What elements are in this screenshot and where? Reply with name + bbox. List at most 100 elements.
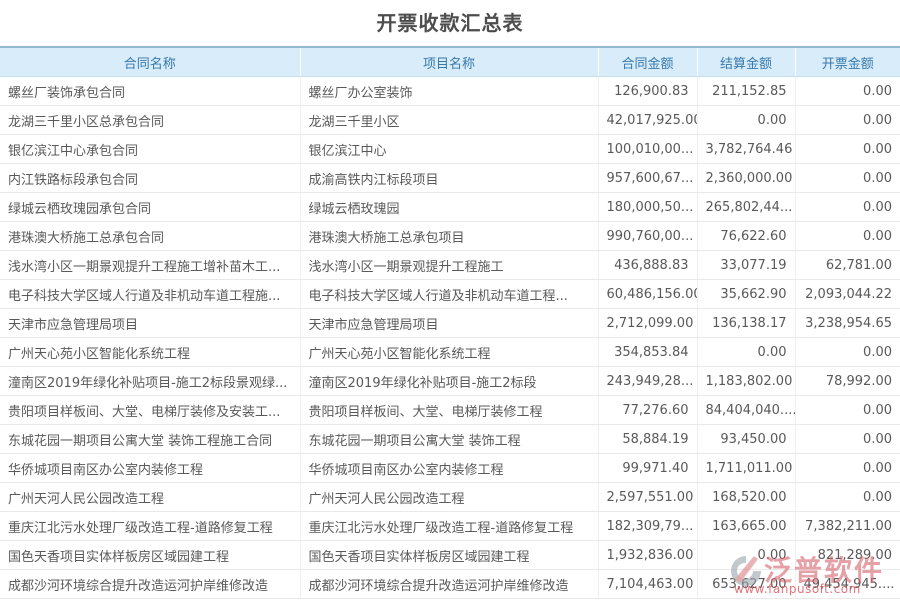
project-name-cell: 银亿滨江中心 <box>300 134 599 164</box>
settle-amount-cell: 0.00 <box>697 105 796 135</box>
settle-amount-cell: 93,450.00 <box>697 424 796 454</box>
contract-name-cell: 龙湖三千里小区总承包合同 <box>0 105 301 135</box>
table-row[interactable]: 广州天河人民公园改造工程 广州天河人民公园改造工程 2,597,551.00 1… <box>0 482 900 512</box>
table-row[interactable]: 银亿滨江中心承包合同 银亿滨江中心 100,010,00... 3,782,76… <box>0 134 900 164</box>
contract-amount-cell: 99,971.40 <box>598 453 698 483</box>
contract-name-cell: 国色天香项目实体样板房区域园建工程 <box>0 540 301 570</box>
settle-amount-cell: 2,360,000.00 <box>697 163 796 193</box>
project-name-cell: 东城花园一期项目公寓大堂 装饰工程 <box>300 424 599 454</box>
table-row[interactable]: 内江铁路标段承包合同 成渝高铁内江标段项目 957,600,67... 2,36… <box>0 163 900 193</box>
invoice-amount-cell: 62,781.00 <box>795 250 900 280</box>
table-row[interactable]: 广州天心苑小区智能化系统工程 广州天心苑小区智能化系统工程 354,853.84… <box>0 337 900 367</box>
contract-name-cell: 贵阳项目样板间、大堂、电梯厅装修及安装工... <box>0 395 301 425</box>
table-header: 合同名称 项目名称 合同金额 结算金额 开票金额 <box>0 46 900 77</box>
settle-amount-cell: 163,665.00 <box>697 511 796 541</box>
settle-amount-cell: 136,138.17 <box>697 308 796 338</box>
contract-amount-cell: 100,010,00... <box>598 134 698 164</box>
table-row[interactable]: 东城花园一期项目公寓大堂 装饰工程施工合同 东城花园一期项目公寓大堂 装饰工程 … <box>0 424 900 454</box>
contract-amount-cell: 126,900.83 <box>598 76 698 106</box>
invoice-amount-cell: 0.00 <box>795 163 900 193</box>
table-row[interactable]: 龙湖三千里小区总承包合同 龙湖三千里小区 42,017,925.00 0.00 … <box>0 105 900 135</box>
table-row[interactable]: 电子科技大学区域人行道及非机动车道工程施... 电子科技大学区域人行道及非机动车… <box>0 279 900 309</box>
contract-amount-cell: 60,486,156.00 <box>598 279 698 309</box>
project-name-cell: 港珠澳大桥施工总承包项目 <box>300 221 599 251</box>
project-name-cell: 成渝高铁内江标段项目 <box>300 163 599 193</box>
invoice-amount-cell: 0.00 <box>795 134 900 164</box>
invoice-amount-cell: 0.00 <box>795 482 900 512</box>
project-name-cell: 绿城云栖玫瑰园 <box>300 192 599 222</box>
contract-name-cell: 电子科技大学区域人行道及非机动车道工程施... <box>0 279 301 309</box>
contract-name-cell: 银亿滨江中心承包合同 <box>0 134 301 164</box>
settle-amount-cell: 211,152.85 <box>697 76 796 106</box>
project-name-cell: 浅水湾小区一期景观提升工程施工 <box>300 250 599 280</box>
contract-amount-cell: 436,888.83 <box>598 250 698 280</box>
contract-amount-cell: 180,000,50... <box>598 192 698 222</box>
contract-name-cell: 螺丝厂装饰承包合同 <box>0 76 301 106</box>
settle-amount-cell: 76,622.60 <box>697 221 796 251</box>
contract-name-cell: 重庆江北污水处理厂级改造工程-道路修复工程 <box>0 511 301 541</box>
project-name-cell: 龙湖三千里小区 <box>300 105 599 135</box>
settle-amount-cell: 1,183,802.00 <box>697 366 796 396</box>
contract-amount-cell: 957,600,67... <box>598 163 698 193</box>
contract-amount-cell: 7,104,463.00 <box>598 569 698 599</box>
table-row[interactable]: 潼南区2019年绿化补贴项目-施工2标段景观绿... 潼南区2019年绿化补贴项… <box>0 366 900 396</box>
invoice-amount-cell: 0.00 <box>795 76 900 106</box>
project-name-cell: 电子科技大学区域人行道及非机动车道工程... <box>300 279 599 309</box>
settle-amount-cell: 265,802,44... <box>697 192 796 222</box>
column-header-contract-amount: 合同金额 <box>598 46 698 77</box>
settle-amount-cell: 0.00 <box>697 540 796 570</box>
column-header-invoice-amount: 开票金额 <box>795 46 900 77</box>
settle-amount-cell: 33,077.19 <box>697 250 796 280</box>
contract-amount-cell: 990,760,00... <box>598 221 698 251</box>
contract-name-cell: 潼南区2019年绿化补贴项目-施工2标段景观绿... <box>0 366 301 396</box>
table-row[interactable]: 华侨城项目南区办公室内装修工程 华侨城项目南区办公室内装修工程 99,971.4… <box>0 453 900 483</box>
project-name-cell: 贵阳项目样板间、大堂、电梯厅装修工程 <box>300 395 599 425</box>
invoice-amount-cell: 821,289.00 <box>795 540 900 570</box>
settle-amount-cell: 35,662.90 <box>697 279 796 309</box>
column-header-contract-name: 合同名称 <box>0 46 301 77</box>
project-name-cell: 成都沙河环境综合提升改造运河护岸维修改造 <box>300 569 599 599</box>
contract-name-cell: 广州天河人民公园改造工程 <box>0 482 301 512</box>
project-name-cell: 天津市应急管理局项目 <box>300 308 599 338</box>
contract-amount-cell: 2,712,099.00 <box>598 308 698 338</box>
invoice-amount-cell: 0.00 <box>795 105 900 135</box>
contract-name-cell: 天津市应急管理局项目 <box>0 308 301 338</box>
table-row[interactable]: 螺丝厂装饰承包合同 螺丝厂办公室装饰 126,900.83 211,152.85… <box>0 76 900 106</box>
settle-amount-cell: 84,404,040.... <box>697 395 796 425</box>
table-row[interactable]: 贵阳项目样板间、大堂、电梯厅装修及安装工... 贵阳项目样板间、大堂、电梯厅装修… <box>0 395 900 425</box>
contract-amount-cell: 243,949,28... <box>598 366 698 396</box>
invoice-summary-table: 合同名称 项目名称 合同金额 结算金额 开票金额 螺丝厂装饰承包合同 螺丝厂办公… <box>0 46 900 599</box>
table-row[interactable]: 绿城云栖玫瑰园承包合同 绿城云栖玫瑰园 180,000,50... 265,80… <box>0 192 900 222</box>
invoice-amount-cell: 0.00 <box>795 221 900 251</box>
contract-name-cell: 东城花园一期项目公寓大堂 装饰工程施工合同 <box>0 424 301 454</box>
contract-amount-cell: 42,017,925.00 <box>598 105 698 135</box>
project-name-cell: 国色天香项目实体样板房区域园建工程 <box>300 540 599 570</box>
table-row[interactable]: 重庆江北污水处理厂级改造工程-道路修复工程 重庆江北污水处理厂级改造工程-道路修… <box>0 511 900 541</box>
page-title: 开票收款汇总表 <box>376 11 524 35</box>
table-row[interactable]: 天津市应急管理局项目 天津市应急管理局项目 2,712,099.00 136,1… <box>0 308 900 338</box>
contract-amount-cell: 2,597,551.00 <box>598 482 698 512</box>
settle-amount-cell: 3,782,764.46 <box>697 134 796 164</box>
column-header-settle-amount: 结算金额 <box>697 46 796 77</box>
table-row[interactable]: 国色天香项目实体样板房区域园建工程 国色天香项目实体样板房区域园建工程 1,93… <box>0 540 900 570</box>
table-body: 螺丝厂装饰承包合同 螺丝厂办公室装饰 126,900.83 211,152.85… <box>0 76 900 599</box>
contract-amount-cell: 354,853.84 <box>598 337 698 367</box>
invoice-amount-cell: 0.00 <box>795 424 900 454</box>
contract-name-cell: 华侨城项目南区办公室内装修工程 <box>0 453 301 483</box>
contract-amount-cell: 77,276.60 <box>598 395 698 425</box>
column-header-project-name: 项目名称 <box>300 46 599 77</box>
table-row[interactable]: 成都沙河环境综合提升改造运河护岸维修改造 成都沙河环境综合提升改造运河护岸维修改… <box>0 569 900 599</box>
project-name-cell: 螺丝厂办公室装饰 <box>300 76 599 106</box>
invoice-amount-cell: 7,382,211.00 <box>795 511 900 541</box>
contract-amount-cell: 182,309,79... <box>598 511 698 541</box>
project-name-cell: 潼南区2019年绿化补贴项目-施工2标段 <box>300 366 599 396</box>
table-row[interactable]: 港珠澳大桥施工总承包合同 港珠澳大桥施工总承包项目 990,760,00... … <box>0 221 900 251</box>
contract-name-cell: 成都沙河环境综合提升改造运河护岸维修改造 <box>0 569 301 599</box>
contract-name-cell: 内江铁路标段承包合同 <box>0 163 301 193</box>
table-row[interactable]: 浅水湾小区一期景观提升工程施工增补苗木工... 浅水湾小区一期景观提升工程施工 … <box>0 250 900 280</box>
contract-name-cell: 广州天心苑小区智能化系统工程 <box>0 337 301 367</box>
invoice-amount-cell: 3,238,954.65 <box>795 308 900 338</box>
invoice-amount-cell: 2,093,044.22 <box>795 279 900 309</box>
invoice-amount-cell: 0.00 <box>795 192 900 222</box>
invoice-amount-cell: 0.00 <box>795 395 900 425</box>
